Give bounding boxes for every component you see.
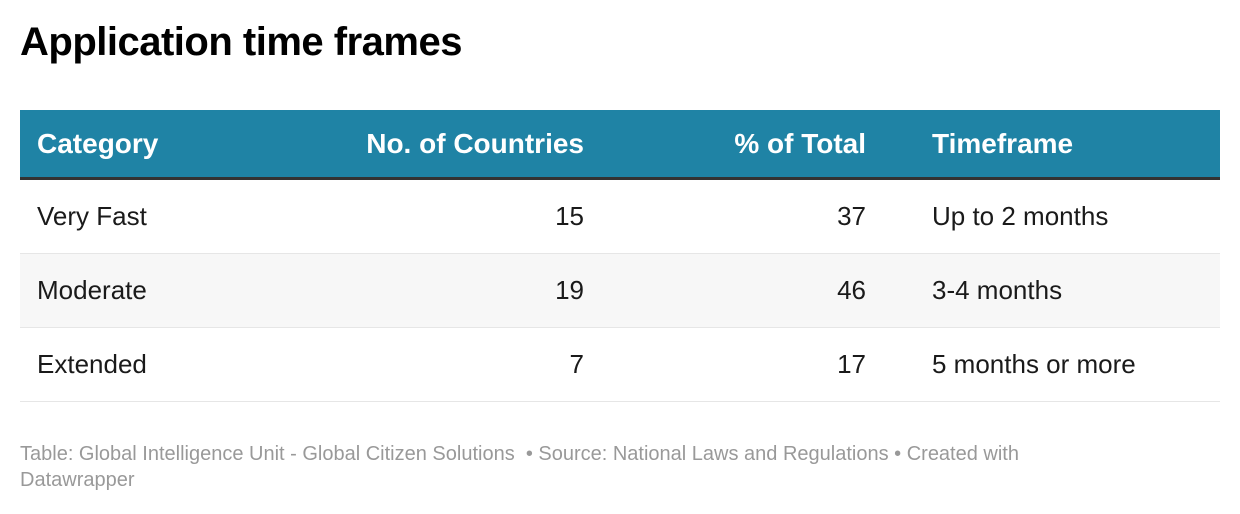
- title: Application time frames: [20, 20, 462, 64]
- table-row: Extended 7 17 5 months or more: [20, 328, 1220, 402]
- header-row: Category No. of Countries % of Total Timefr…: [20, 110, 1220, 180]
- table-cell: 15: [555, 201, 584, 231]
- table-cell: 19: [555, 275, 584, 305]
- table-cell: Very Fast: [37, 201, 147, 231]
- column-header: Timeframe: [932, 127, 1074, 159]
- column-header: No. of Countries: [366, 127, 584, 159]
- table-cell: Extended: [37, 349, 147, 379]
- table-cell: 3-4 months: [932, 275, 1063, 305]
- table-cell: 17: [837, 349, 866, 379]
- table-row: Very Fast 15 37 Up to 2 months: [20, 180, 1220, 254]
- table-cell: Up to 2 months: [932, 201, 1109, 231]
- table-cell: 7: [569, 349, 584, 379]
- table-row: Moderate 19 46 3-4 months: [20, 254, 1220, 328]
- column-header: % of Total: [734, 127, 866, 159]
- column-header: Category: [37, 127, 159, 159]
- footer: Table: Global Intelligence Unit - Global…: [20, 443, 1025, 491]
- table-cell: 37: [837, 201, 866, 231]
- table-cell: 5 months or more: [932, 349, 1136, 379]
- table: Category No. of Countries % of Total Timefr…: [20, 110, 1220, 402]
- table-cell: 46: [837, 275, 866, 305]
- table-cell: Moderate: [37, 275, 147, 305]
